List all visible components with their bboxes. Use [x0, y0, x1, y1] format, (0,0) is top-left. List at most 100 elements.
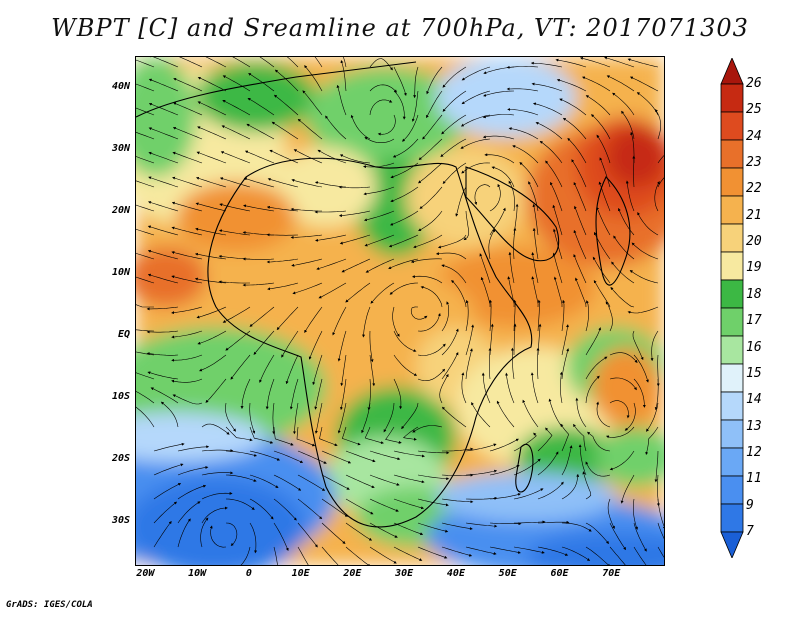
- streamline: [627, 58, 659, 68]
- streamline: [410, 306, 428, 320]
- streamline: [337, 330, 347, 362]
- streamline: [341, 426, 361, 446]
- colorbar-box: [720, 111, 744, 141]
- streamline: [350, 114, 371, 140]
- streamline: [506, 87, 539, 92]
- lat-tick-label: 30S: [111, 514, 130, 526]
- colorbar-box: [720, 363, 744, 393]
- streamline: [136, 276, 155, 284]
- streamline: [513, 432, 537, 452]
- streamline: [317, 149, 347, 164]
- colorbar-level-label: 17: [746, 313, 762, 329]
- streamline: [510, 347, 515, 380]
- streamline: [297, 474, 326, 491]
- streamline: [232, 57, 251, 68]
- streamline: [461, 66, 491, 81]
- streamline: [362, 306, 371, 338]
- streamline: [393, 522, 424, 536]
- streamline: [146, 330, 179, 334]
- colorbar-level-label: 25: [746, 102, 762, 118]
- streamline: [629, 76, 659, 92]
- streamline: [370, 282, 395, 304]
- streamline: [578, 444, 587, 476]
- streamline: [418, 162, 443, 184]
- streamline: [364, 137, 395, 143]
- streamline: [342, 57, 347, 68]
- streamline: [607, 498, 615, 530]
- streamline: [173, 102, 203, 116]
- streamline: [289, 378, 299, 410]
- streamline: [585, 356, 608, 380]
- streamline: [587, 431, 611, 452]
- colorbar-level-label: 7: [746, 524, 754, 539]
- colorbar-box: [720, 251, 744, 281]
- streamline: [654, 450, 659, 483]
- streamline: [657, 522, 664, 540]
- streamline: [244, 150, 275, 164]
- streamline: [637, 212, 659, 236]
- streamline: [393, 330, 417, 352]
- streamline: [363, 186, 395, 196]
- streamline: [339, 234, 371, 245]
- streamline: [316, 258, 347, 270]
- streamline: [629, 270, 659, 284]
- streamline: [321, 522, 346, 544]
- streamline: [220, 151, 251, 164]
- streamline: [585, 327, 602, 356]
- streamline: [392, 306, 400, 337]
- colorbar-level-label: 20: [746, 234, 762, 250]
- colorbar-box: [720, 279, 744, 309]
- streamline: [196, 306, 227, 319]
- streamline: [465, 546, 497, 555]
- streamline: [550, 181, 563, 212]
- colorbar-box: [720, 223, 744, 253]
- streamline: [552, 204, 563, 236]
- streamline: [160, 401, 179, 428]
- streamline: [461, 90, 491, 105]
- streamline: [200, 517, 209, 548]
- streamline: [321, 546, 339, 565]
- streamline: [340, 354, 347, 387]
- lat-tick-label: 40N: [111, 80, 130, 92]
- streamline: [297, 498, 323, 520]
- streamline: [613, 235, 635, 260]
- streamline: [171, 306, 203, 315]
- streamline: [150, 387, 179, 404]
- streamline: [365, 258, 395, 273]
- lon-tick-label: 50E: [498, 568, 517, 579]
- streamline: [417, 368, 446, 382]
- streamline: [297, 450, 327, 464]
- streamline: [291, 258, 323, 267]
- streamline: [146, 352, 179, 356]
- streamline: [147, 371, 179, 380]
- streamline: [194, 252, 227, 260]
- streamline: [390, 186, 419, 203]
- streamline: [561, 473, 580, 500]
- streamline: [219, 177, 251, 188]
- streamline: [537, 481, 564, 500]
- streamline: [136, 252, 155, 260]
- streamline: [148, 102, 179, 116]
- streamline: [496, 400, 515, 428]
- streamline: [266, 233, 299, 237]
- streamline: [537, 299, 541, 332]
- streamline: [273, 498, 297, 521]
- streamline: [606, 75, 635, 92]
- streamline: [489, 546, 521, 554]
- streamline: [559, 371, 563, 404]
- streamline: [624, 402, 636, 431]
- streamline: [249, 402, 256, 434]
- colorbar-level-label: 15: [746, 365, 762, 381]
- streamline: [201, 506, 228, 524]
- streamline: [489, 299, 493, 332]
- streamline: [461, 372, 467, 404]
- streamline: [418, 210, 443, 232]
- streamline: [153, 463, 184, 476]
- lon-tick-label: 40E: [446, 568, 465, 579]
- streamline: [556, 78, 587, 92]
- streamline: [585, 95, 611, 116]
- streamline: [240, 378, 251, 410]
- streamline: [439, 373, 449, 404]
- streamline: [369, 498, 399, 512]
- streamline: [243, 177, 275, 188]
